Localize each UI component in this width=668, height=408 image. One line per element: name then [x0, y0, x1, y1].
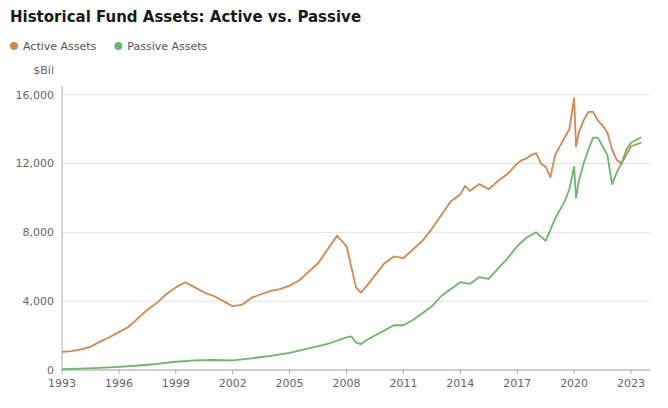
- x-tick-label: 2014: [446, 377, 474, 390]
- x-tick-label: 2017: [503, 377, 531, 390]
- x-tick: [175, 370, 176, 374]
- legend-label: Passive Assets: [127, 40, 207, 53]
- chart: Historical Fund Assets: Active vs. Passi…: [0, 0, 668, 408]
- x-tick-label: 2020: [560, 377, 588, 390]
- x-tick-label: 2023: [617, 377, 645, 390]
- grid-line: [62, 232, 650, 233]
- x-tick: [346, 370, 347, 374]
- y-tick-label: 12,000: [16, 157, 55, 170]
- y-tick-label: 8,000: [23, 226, 55, 239]
- line: [62, 98, 641, 352]
- y-tick-label: 16,000: [16, 89, 55, 102]
- y-tick-label: 0: [47, 364, 54, 377]
- x-tick: [289, 370, 290, 374]
- y-grid: [62, 95, 650, 370]
- x-tick-label: 1993: [48, 377, 76, 390]
- x-tick: [403, 370, 404, 374]
- legend-swatch: [114, 42, 122, 50]
- x-tick-label: 2011: [389, 377, 417, 390]
- x-tick: [232, 370, 233, 374]
- legend-swatch: [10, 42, 18, 50]
- y-axis-label: $Bil: [33, 64, 54, 77]
- x-tick: [62, 370, 63, 374]
- x-tick-label: 1999: [162, 377, 190, 390]
- legend-label: Active Assets: [23, 40, 97, 53]
- x-tick-label: 2002: [219, 377, 247, 390]
- y-tick-label: 4,000: [23, 295, 55, 308]
- x-tick: [460, 370, 461, 374]
- legend: Active Assets Passive Assets: [10, 40, 208, 53]
- grid-line: [62, 301, 650, 302]
- grid-line: [62, 163, 650, 164]
- grid-line: [62, 370, 650, 371]
- x-tick-label: 2008: [333, 377, 361, 390]
- x-tick: [118, 370, 119, 374]
- x-tick: [631, 370, 632, 374]
- y-axis-line: [62, 86, 63, 370]
- title: Historical Fund Assets: Active vs. Passi…: [10, 8, 361, 26]
- x-tick-label: 1996: [105, 377, 133, 390]
- x-tick: [517, 370, 518, 374]
- x-tick: [574, 370, 575, 374]
- plot-area: [62, 98, 641, 369]
- grid-line: [62, 94, 650, 95]
- line: [62, 138, 641, 370]
- x-tick-label: 2005: [276, 377, 304, 390]
- x-axis-line: [62, 370, 650, 371]
